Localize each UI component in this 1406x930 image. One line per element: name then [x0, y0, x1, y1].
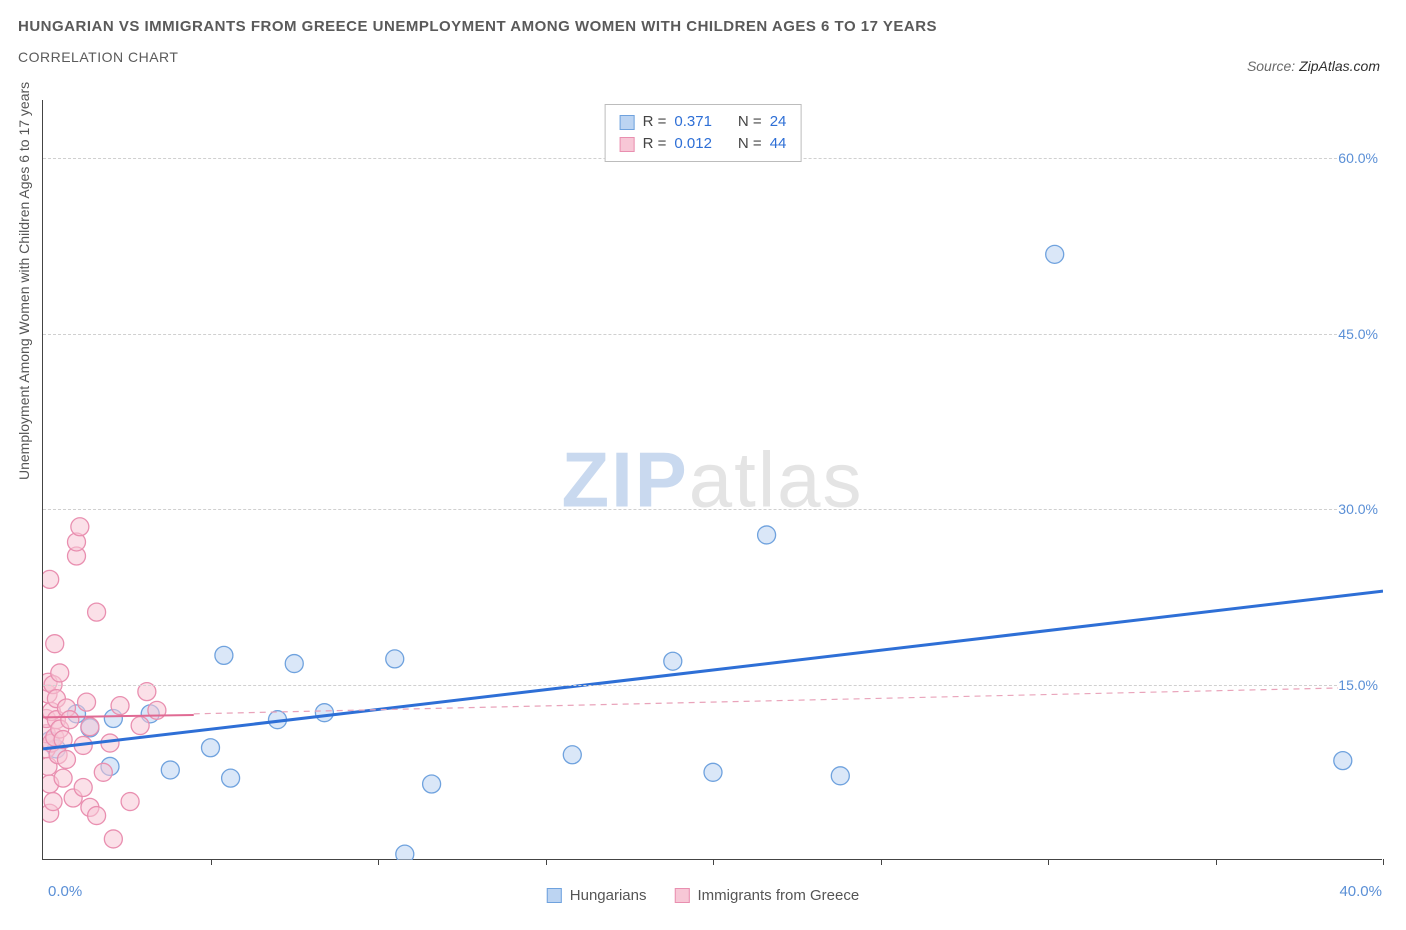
data-point [46, 635, 64, 653]
grid-line [43, 509, 1382, 510]
data-point [111, 697, 129, 715]
data-point [88, 603, 106, 621]
data-point [215, 646, 233, 664]
r-label: R = [643, 133, 667, 155]
legend-label: Immigrants from Greece [698, 887, 860, 904]
data-point [285, 655, 303, 673]
trend-line [194, 687, 1383, 714]
x-axis-min-label: 0.0% [48, 883, 82, 900]
data-point [396, 845, 414, 860]
x-axis-tick [713, 859, 714, 865]
r-label: R = [643, 111, 667, 133]
grid-line [43, 334, 1382, 335]
data-point [94, 763, 112, 781]
legend-swatch [620, 115, 635, 130]
legend-item: Hungarians [547, 887, 647, 904]
source-name: ZipAtlas.com [1299, 58, 1380, 74]
data-point [315, 704, 333, 722]
data-point [386, 650, 404, 668]
legend-label: Hungarians [570, 887, 647, 904]
data-point [704, 763, 722, 781]
legend-swatch [547, 888, 562, 903]
data-point [74, 779, 92, 797]
data-point [121, 793, 139, 811]
source-prefix: Source: [1247, 58, 1295, 74]
data-point [104, 830, 122, 848]
data-point [758, 526, 776, 544]
data-point [222, 769, 240, 787]
data-point [51, 664, 69, 682]
y-axis-tick-label: 45.0% [1338, 326, 1386, 342]
x-axis-tick [211, 859, 212, 865]
data-point [71, 518, 89, 536]
chart-plot-area: ZIPatlas 15.0%30.0%45.0%60.0% [42, 100, 1382, 860]
data-point [78, 693, 96, 711]
data-point [44, 793, 62, 811]
series-legend: Hungarians Immigrants from Greece [547, 887, 859, 904]
x-axis-tick [1383, 859, 1384, 865]
n-value: 44 [770, 133, 787, 155]
data-point [1046, 245, 1064, 263]
data-point [61, 711, 79, 729]
chart-subtitle: CORRELATION CHART [18, 49, 937, 65]
correlation-stats-box: R = 0.371 N = 24 R = 0.012 N = 44 [605, 104, 802, 162]
data-point [202, 739, 220, 757]
legend-swatch [675, 888, 690, 903]
scatter-svg [43, 100, 1383, 860]
data-point [131, 717, 149, 735]
y-axis-tick-label: 30.0% [1338, 501, 1386, 517]
data-point [54, 769, 72, 787]
data-point [43, 570, 59, 588]
data-point [57, 750, 75, 768]
y-axis-tick-label: 60.0% [1338, 150, 1386, 166]
stat-row: R = 0.012 N = 44 [620, 133, 787, 155]
data-point [1334, 752, 1352, 770]
x-axis-tick [546, 859, 547, 865]
chart-title: HUNGARIAN VS IMMIGRANTS FROM GREECE UNEM… [18, 18, 937, 35]
source-citation: Source: ZipAtlas.com [1247, 58, 1380, 74]
trend-line [43, 591, 1383, 749]
y-axis-tick-label: 15.0% [1338, 677, 1386, 693]
x-axis-tick [378, 859, 379, 865]
legend-swatch [620, 137, 635, 152]
data-point [88, 807, 106, 825]
n-label: N = [738, 133, 762, 155]
x-axis-tick [881, 859, 882, 865]
n-label: N = [738, 111, 762, 133]
n-value: 24 [770, 111, 787, 133]
legend-item: Immigrants from Greece [675, 887, 860, 904]
r-value: 0.371 [674, 111, 712, 133]
y-axis-title: Unemployment Among Women with Children A… [16, 82, 32, 480]
x-axis-max-label: 40.0% [1339, 883, 1382, 900]
data-point [81, 718, 99, 736]
data-point [664, 652, 682, 670]
grid-line [43, 685, 1382, 686]
x-axis-tick [1216, 859, 1217, 865]
data-point [423, 775, 441, 793]
data-point [161, 761, 179, 779]
r-value: 0.012 [674, 133, 712, 155]
title-block: HUNGARIAN VS IMMIGRANTS FROM GREECE UNEM… [18, 18, 937, 65]
stat-row: R = 0.371 N = 24 [620, 111, 787, 133]
x-axis-tick [1048, 859, 1049, 865]
data-point [831, 767, 849, 785]
data-point [563, 746, 581, 764]
